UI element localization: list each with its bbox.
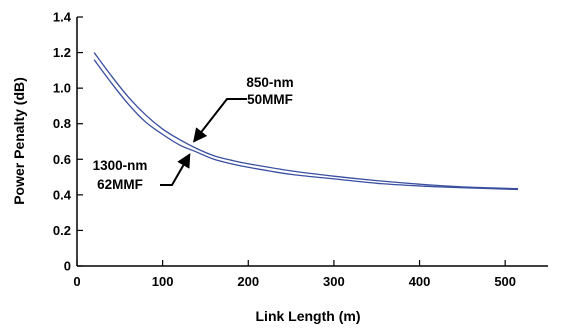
annotation-label: 1300-nm — [93, 158, 148, 173]
y-tick-label: 1.0 — [53, 81, 71, 96]
x-axis-label: Link Length (m) — [256, 308, 361, 324]
y-tick-label: 0.2 — [53, 223, 71, 238]
y-tick-label: 1.4 — [53, 10, 72, 25]
annotation-label: 50MMF — [247, 92, 293, 107]
x-tick-label: 300 — [323, 274, 345, 289]
annotation-arrow — [193, 98, 247, 143]
y-tick-label: 1.2 — [53, 45, 71, 60]
annotation-arrow — [160, 153, 191, 186]
y-tick-label: 0.4 — [53, 187, 72, 202]
axes — [76, 17, 548, 267]
series-lines — [93, 52, 519, 191]
x-tick-label: 0 — [73, 274, 80, 289]
x-tick-label: 400 — [409, 274, 431, 289]
x-tick-label: 200 — [237, 274, 259, 289]
y-tick-label: 0.6 — [53, 152, 71, 167]
x-tick-label: 500 — [494, 274, 516, 289]
annotations: 850-nm 50MMF 1300-nm 62MMF — [93, 75, 294, 192]
series-line-1300nm-62mmf — [93, 59, 519, 191]
y-tick-label: 0.8 — [53, 116, 71, 131]
tick-marks: 0 0.2 0.4 0.6 0.8 1.0 1.2 1.4 0 100 200 300 400 500 — [53, 10, 516, 290]
series-line-850nm-50mmf — [93, 52, 519, 190]
annotation-label: 850-nm — [246, 75, 293, 90]
annotation-label: 62MMF — [97, 177, 143, 192]
x-tick-label: 100 — [152, 274, 174, 289]
y-tick-label: 0 — [64, 259, 71, 274]
y-axis-label: Power Penalty (dB) — [11, 77, 27, 205]
